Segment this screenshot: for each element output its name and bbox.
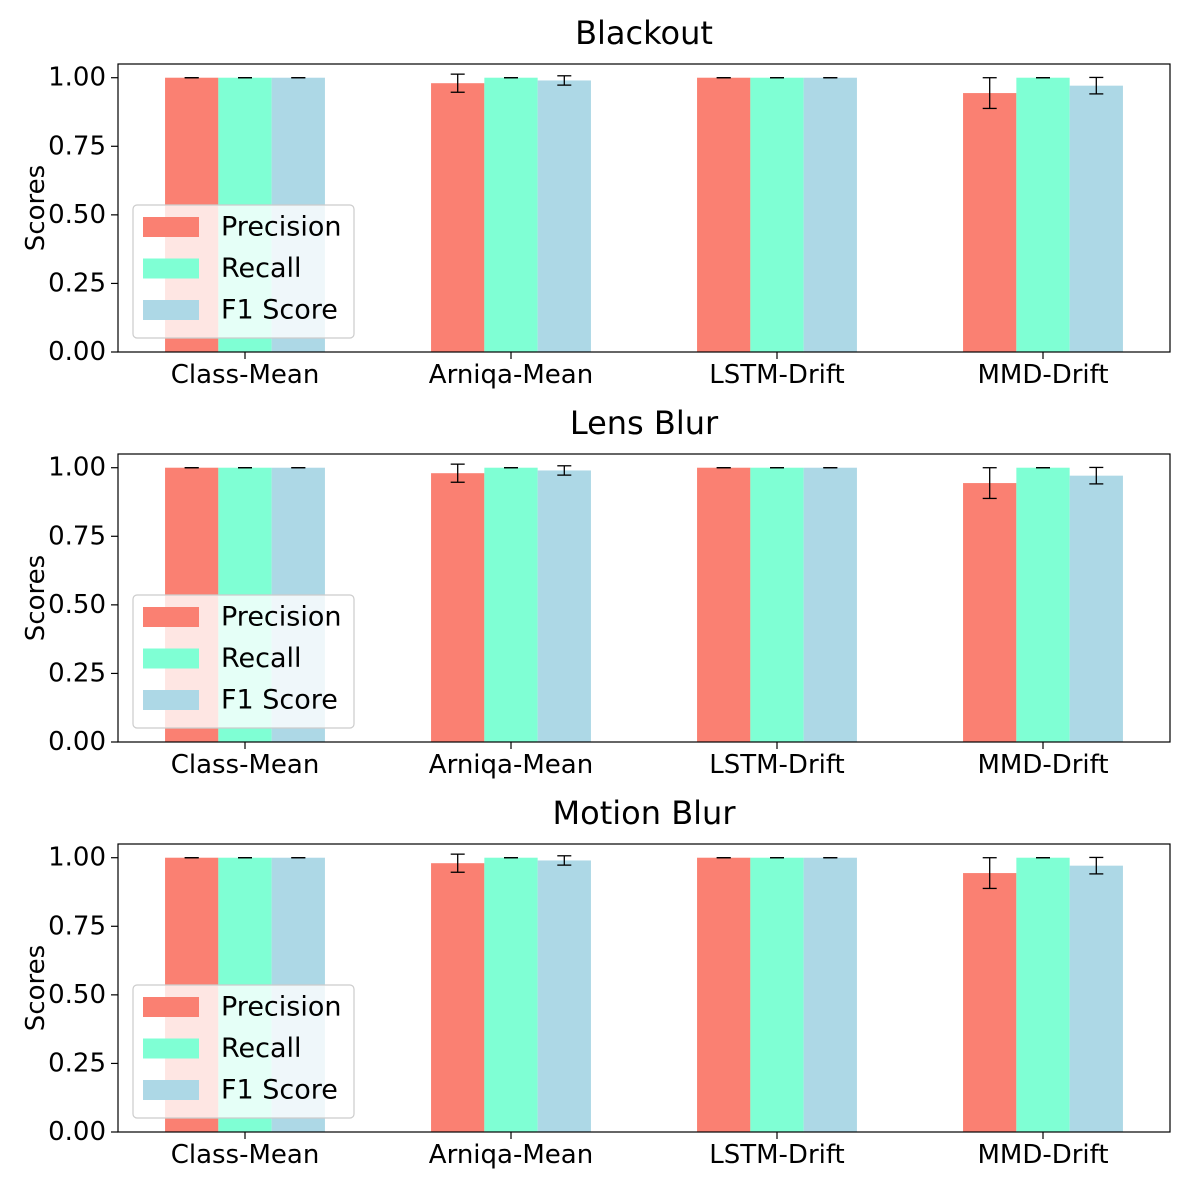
plot-frame (117, 63, 1171, 353)
legend-label: Precision (221, 602, 341, 633)
legend-swatch (143, 607, 199, 627)
chart-panel-2: Lens Blur Scores 0.00 0.25 0.50 0.75 1.00 Class… (21, 404, 1171, 780)
y-tick-label: 0.25 (48, 268, 106, 298)
bar-f1-score (1069, 475, 1123, 742)
bar-f1-score (803, 77, 857, 352)
legend: Precision Recall F1 Score (132, 594, 355, 729)
x-tick-label: Class-Mean (171, 360, 320, 390)
bar-recall (1016, 467, 1070, 742)
y-tick-label: 0.25 (48, 658, 106, 688)
bar-precision (697, 77, 751, 352)
x-tick-label: Arniqa-Mean (429, 360, 593, 390)
y-tick-label: 0.00 (48, 337, 106, 367)
bar-precision (963, 93, 1017, 353)
legend-swatch (143, 1080, 199, 1100)
bar-recall (484, 77, 538, 352)
bar-f1-score (537, 470, 591, 742)
legend-label: F1 Score (221, 295, 338, 326)
bar-precision (431, 473, 485, 742)
x-tick-label: LSTM-Drift (709, 360, 845, 390)
legend-swatch (143, 258, 199, 279)
y-tick-label: 0.50 (48, 590, 106, 620)
legend-label: Precision (221, 992, 341, 1023)
bar-precision (963, 873, 1017, 1132)
y-tick-label: 0.00 (48, 1117, 106, 1147)
y-tick-label: 1.00 (48, 843, 106, 873)
plot-frame (117, 453, 1171, 743)
legend-swatch (143, 690, 199, 710)
legend-swatch (143, 1038, 199, 1059)
x-tick-label: MMD-Drift (977, 360, 1108, 390)
y-tick-label: 0.50 (48, 200, 106, 230)
y-tick-label: 0.75 (48, 911, 106, 941)
legend: Precision Recall F1 Score (132, 984, 355, 1119)
legend-label: Precision (221, 212, 341, 243)
bar-precision (697, 857, 751, 1132)
bar-precision (963, 483, 1017, 742)
bar-recall (484, 467, 538, 742)
y-tick-label: 0.75 (48, 521, 106, 551)
y-tick-label: 1.00 (48, 63, 106, 93)
y-axis-label: Scores (21, 945, 51, 1031)
legend-swatch (143, 997, 199, 1017)
y-tick-label: 0.50 (48, 980, 106, 1010)
bar-precision (697, 467, 751, 742)
bar-recall (484, 857, 538, 1132)
y-tick-label: 0.75 (48, 131, 106, 161)
legend-label: Recall (221, 253, 302, 284)
bar-f1-score (1069, 85, 1123, 352)
bar-f1-score (537, 80, 591, 352)
bar-f1-score (803, 857, 857, 1132)
x-tick-label: MMD-Drift (977, 750, 1108, 780)
bar-recall (1016, 857, 1070, 1132)
legend-swatch (143, 217, 199, 237)
x-tick-label: Arniqa-Mean (429, 750, 593, 780)
y-axis-label: Scores (21, 555, 51, 641)
legend: Precision Recall F1 Score (132, 204, 355, 339)
x-tick-label: Arniqa-Mean (429, 1140, 593, 1170)
y-tick-label: 0.25 (48, 1048, 106, 1078)
bar-f1-score (803, 467, 857, 742)
bar-f1-score (537, 860, 591, 1132)
legend-label: F1 Score (221, 685, 338, 716)
bar-recall (750, 77, 804, 352)
chart-title: Lens Blur (570, 404, 719, 442)
plot-frame (117, 843, 1171, 1133)
legend-swatch (143, 648, 199, 669)
y-tick-label: 1.00 (48, 453, 106, 483)
y-axis-label: Scores (21, 165, 51, 251)
chart-panel-1: Blackout Scores 0.00 0.25 0.50 0.75 1.00 Class-… (21, 14, 1171, 390)
x-tick-label: LSTM-Drift (709, 750, 845, 780)
bar-precision (431, 863, 485, 1132)
bar-recall (750, 467, 804, 742)
legend-label: Recall (221, 1033, 302, 1064)
bar-recall (1016, 77, 1070, 352)
legend-swatch (143, 300, 199, 320)
bar-precision (431, 83, 485, 352)
y-tick-label: 0.00 (48, 727, 106, 757)
chart-panel-3: Motion Blur Scores 0.00 0.25 0.50 0.75 1.00 Cla… (21, 794, 1171, 1170)
x-tick-label: Class-Mean (171, 1140, 320, 1170)
x-tick-label: MMD-Drift (977, 1140, 1108, 1170)
bar-f1-score (1069, 865, 1123, 1132)
bar-recall (750, 857, 804, 1132)
chart-title: Blackout (575, 14, 713, 52)
legend-label: F1 Score (221, 1075, 338, 1106)
chart-title: Motion Blur (553, 794, 737, 832)
x-tick-label: LSTM-Drift (709, 1140, 845, 1170)
legend-label: Recall (221, 643, 302, 674)
x-tick-label: Class-Mean (171, 750, 320, 780)
